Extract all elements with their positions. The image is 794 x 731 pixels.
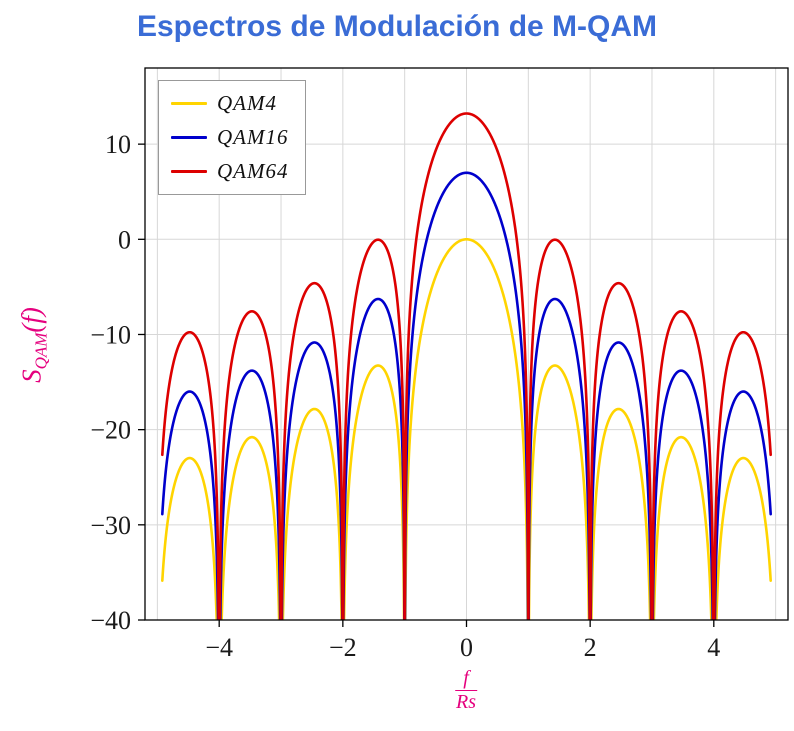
qam4-line-swatch: [171, 102, 207, 105]
legend-item-qam4: QAM4: [171, 91, 289, 116]
x-tick-label: 0: [460, 633, 473, 662]
y-axis-label: SQAM(f): [16, 307, 51, 383]
y-tick-label: −30: [90, 511, 131, 540]
axis-ticks: [138, 143, 715, 627]
x-axis-label: f Rs: [455, 668, 477, 713]
y-tick-label: 10: [105, 130, 131, 159]
legend: QAM4 QAM16 QAM64: [158, 80, 306, 195]
y-tick-label: −40: [90, 606, 131, 635]
qam16-line-swatch: [171, 136, 207, 139]
x-tick-label: −4: [205, 633, 233, 662]
series-line-qam64: [161, 112, 772, 620]
y-tick-label: −10: [90, 320, 131, 349]
legend-label-qam16: QAM16: [217, 125, 289, 149]
x-axis-label-denominator: Rs: [456, 691, 476, 713]
x-tick-label: −2: [329, 633, 357, 662]
legend-item-qam16: QAM16: [171, 125, 289, 150]
legend-item-qam64: QAM64: [171, 159, 289, 184]
x-tick-label: 2: [584, 633, 597, 662]
series-curves: [161, 112, 772, 620]
chart-title: Espectros de Modulación de M-QAM: [136, 10, 658, 43]
x-tick-label: 4: [707, 633, 720, 662]
x-axis-label-numerator: f: [455, 668, 477, 691]
y-tick-label: −20: [90, 416, 131, 445]
y-tick-label: 0: [118, 225, 131, 254]
legend-label-qam64: QAM64: [217, 159, 289, 183]
qam64-line-swatch: [171, 170, 207, 173]
series-line-qam4: [161, 238, 772, 620]
series-line-qam16: [161, 171, 772, 620]
legend-label-qam4: QAM4: [217, 91, 277, 115]
